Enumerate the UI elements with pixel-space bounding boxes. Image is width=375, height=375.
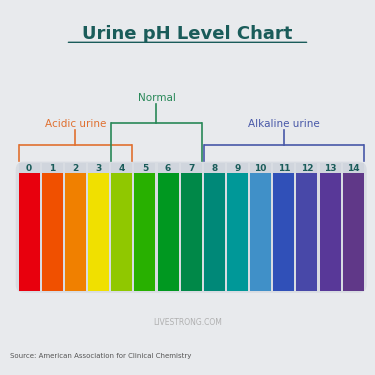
Bar	[343, 164, 364, 173]
Bar	[273, 173, 294, 291]
Bar	[19, 173, 40, 291]
Bar	[111, 164, 132, 173]
Bar	[181, 173, 202, 291]
Bar	[88, 164, 109, 173]
Text: 8: 8	[211, 164, 217, 172]
Bar	[297, 173, 317, 291]
Bar	[88, 173, 109, 291]
Bar	[65, 164, 86, 173]
Text: 7: 7	[188, 164, 194, 172]
Text: 0: 0	[26, 164, 32, 172]
Bar	[158, 164, 178, 173]
Bar	[204, 173, 225, 291]
Bar	[250, 164, 271, 173]
Text: 9: 9	[234, 164, 241, 172]
Bar	[297, 164, 317, 173]
Text: Urine pH Level Chart: Urine pH Level Chart	[82, 25, 292, 43]
Bar	[343, 173, 364, 291]
Bar	[273, 164, 294, 173]
Text: Acidic urine: Acidic urine	[45, 119, 106, 129]
FancyBboxPatch shape	[16, 162, 367, 293]
Bar	[19, 164, 40, 173]
Bar	[227, 164, 248, 173]
Bar	[204, 164, 225, 173]
Text: 14: 14	[347, 164, 360, 172]
Bar	[42, 173, 63, 291]
Bar	[134, 173, 155, 291]
Text: LIVESTRONG.COM: LIVESTRONG.COM	[153, 318, 222, 327]
Text: 3: 3	[96, 164, 102, 172]
Text: 6: 6	[165, 164, 171, 172]
Text: 2: 2	[72, 164, 78, 172]
Text: 13: 13	[324, 164, 336, 172]
Text: Alkaline urine: Alkaline urine	[248, 119, 320, 129]
Text: Source: American Association for Clinical Chemistry: Source: American Association for Clinica…	[10, 352, 192, 358]
Bar	[158, 173, 178, 291]
Bar	[181, 164, 202, 173]
Bar	[320, 173, 340, 291]
Text: 11: 11	[278, 164, 290, 172]
Bar	[111, 173, 132, 291]
Text: 10: 10	[255, 164, 267, 172]
Bar	[134, 164, 155, 173]
Bar	[42, 164, 63, 173]
Bar	[250, 173, 271, 291]
Text: 4: 4	[118, 164, 125, 172]
Bar	[227, 173, 248, 291]
Text: 5: 5	[142, 164, 148, 172]
Bar	[320, 164, 340, 173]
Text: 1: 1	[49, 164, 55, 172]
Text: 12: 12	[301, 164, 313, 172]
Bar	[65, 173, 86, 291]
Text: Normal: Normal	[138, 93, 176, 103]
